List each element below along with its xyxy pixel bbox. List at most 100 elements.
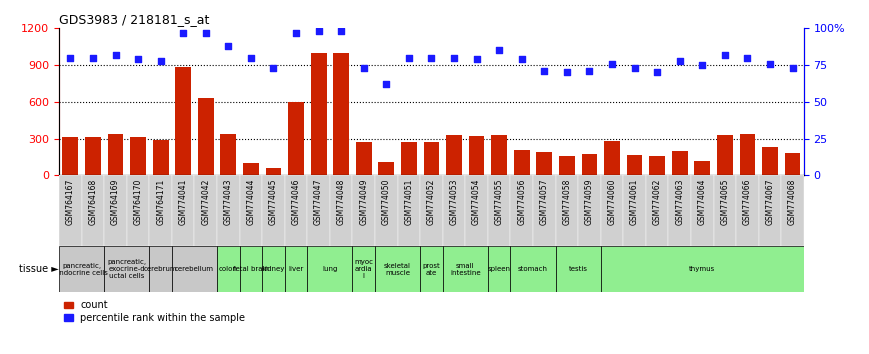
Point — [154, 58, 168, 63]
Bar — [401, 142, 417, 175]
Bar — [514, 149, 529, 175]
Text: skeletal
muscle: skeletal muscle — [384, 263, 411, 275]
Point — [492, 47, 506, 53]
Text: GSM774044: GSM774044 — [247, 179, 255, 225]
Bar — [217, 246, 240, 292]
Text: tissue ►: tissue ► — [19, 264, 59, 274]
Bar — [308, 175, 330, 246]
Bar — [104, 175, 127, 246]
Text: prost
ate: prost ate — [422, 263, 441, 275]
Text: GSM774047: GSM774047 — [314, 179, 323, 225]
Bar — [740, 133, 755, 175]
Text: myoc
ardia
l: myoc ardia l — [355, 259, 374, 279]
Bar — [127, 175, 149, 246]
Text: GSM774062: GSM774062 — [653, 179, 661, 225]
Bar — [442, 175, 465, 246]
Text: spleen: spleen — [488, 266, 511, 272]
Bar — [627, 155, 642, 175]
Bar — [240, 175, 262, 246]
Bar — [491, 135, 507, 175]
Bar — [240, 246, 262, 292]
Bar — [555, 246, 600, 292]
Bar — [149, 246, 172, 292]
Bar — [353, 175, 375, 246]
Bar — [649, 156, 665, 175]
Text: GSM774059: GSM774059 — [585, 179, 594, 225]
Point — [627, 65, 641, 71]
Bar — [717, 135, 733, 175]
Bar — [108, 133, 123, 175]
Bar — [266, 169, 282, 175]
Text: GSM764171: GSM764171 — [156, 179, 165, 225]
Bar — [262, 175, 285, 246]
Bar — [510, 175, 533, 246]
Bar — [600, 246, 804, 292]
Text: GSM774051: GSM774051 — [404, 179, 414, 225]
Bar — [468, 136, 485, 175]
Bar — [536, 152, 552, 175]
Text: GSM774066: GSM774066 — [743, 179, 752, 225]
Bar — [488, 246, 510, 292]
Text: GSM764170: GSM764170 — [134, 179, 143, 225]
Bar — [604, 141, 620, 175]
Bar — [398, 175, 421, 246]
Text: GSM774055: GSM774055 — [494, 179, 504, 225]
Text: GSM774061: GSM774061 — [630, 179, 639, 225]
Point — [63, 55, 77, 61]
Bar — [172, 246, 217, 292]
Bar — [672, 151, 687, 175]
Bar — [85, 137, 101, 175]
Point — [176, 30, 190, 35]
Bar — [781, 175, 804, 246]
Bar — [130, 137, 146, 175]
Text: GSM774052: GSM774052 — [427, 179, 436, 225]
Point — [312, 28, 326, 34]
Bar — [736, 175, 759, 246]
Bar — [172, 175, 195, 246]
Point — [673, 58, 687, 63]
Bar — [308, 246, 353, 292]
Bar — [578, 175, 600, 246]
Point — [447, 55, 461, 61]
Bar — [375, 246, 421, 292]
Point — [199, 30, 213, 35]
Point — [289, 30, 303, 35]
Text: GSM774065: GSM774065 — [720, 179, 729, 225]
Bar — [289, 102, 304, 175]
Bar — [759, 175, 781, 246]
Bar — [356, 142, 372, 175]
Bar — [195, 175, 217, 246]
Point — [131, 56, 145, 62]
Bar — [378, 162, 395, 175]
Bar — [221, 133, 236, 175]
Point — [582, 68, 596, 74]
Bar — [421, 175, 442, 246]
Text: GSM774049: GSM774049 — [359, 179, 368, 225]
Bar — [262, 246, 285, 292]
Bar — [465, 175, 488, 246]
Bar — [59, 246, 104, 292]
Point — [424, 55, 438, 61]
Bar — [311, 53, 327, 175]
Text: GSM774048: GSM774048 — [336, 179, 346, 225]
Point — [695, 62, 709, 68]
Bar — [285, 246, 308, 292]
Point — [605, 61, 619, 67]
Text: GSM774043: GSM774043 — [224, 179, 233, 225]
Text: GSM774058: GSM774058 — [562, 179, 571, 225]
Bar — [555, 175, 578, 246]
Point — [109, 52, 123, 58]
Bar — [446, 135, 462, 175]
Text: thymus: thymus — [689, 266, 715, 272]
Bar — [785, 153, 800, 175]
Bar — [668, 175, 691, 246]
Bar — [176, 68, 191, 175]
Point — [335, 28, 348, 34]
Bar — [421, 246, 442, 292]
Bar — [600, 175, 623, 246]
Point — [402, 55, 416, 61]
Bar — [353, 246, 375, 292]
Bar — [533, 175, 555, 246]
Text: GSM774056: GSM774056 — [517, 179, 527, 225]
Point — [86, 55, 100, 61]
